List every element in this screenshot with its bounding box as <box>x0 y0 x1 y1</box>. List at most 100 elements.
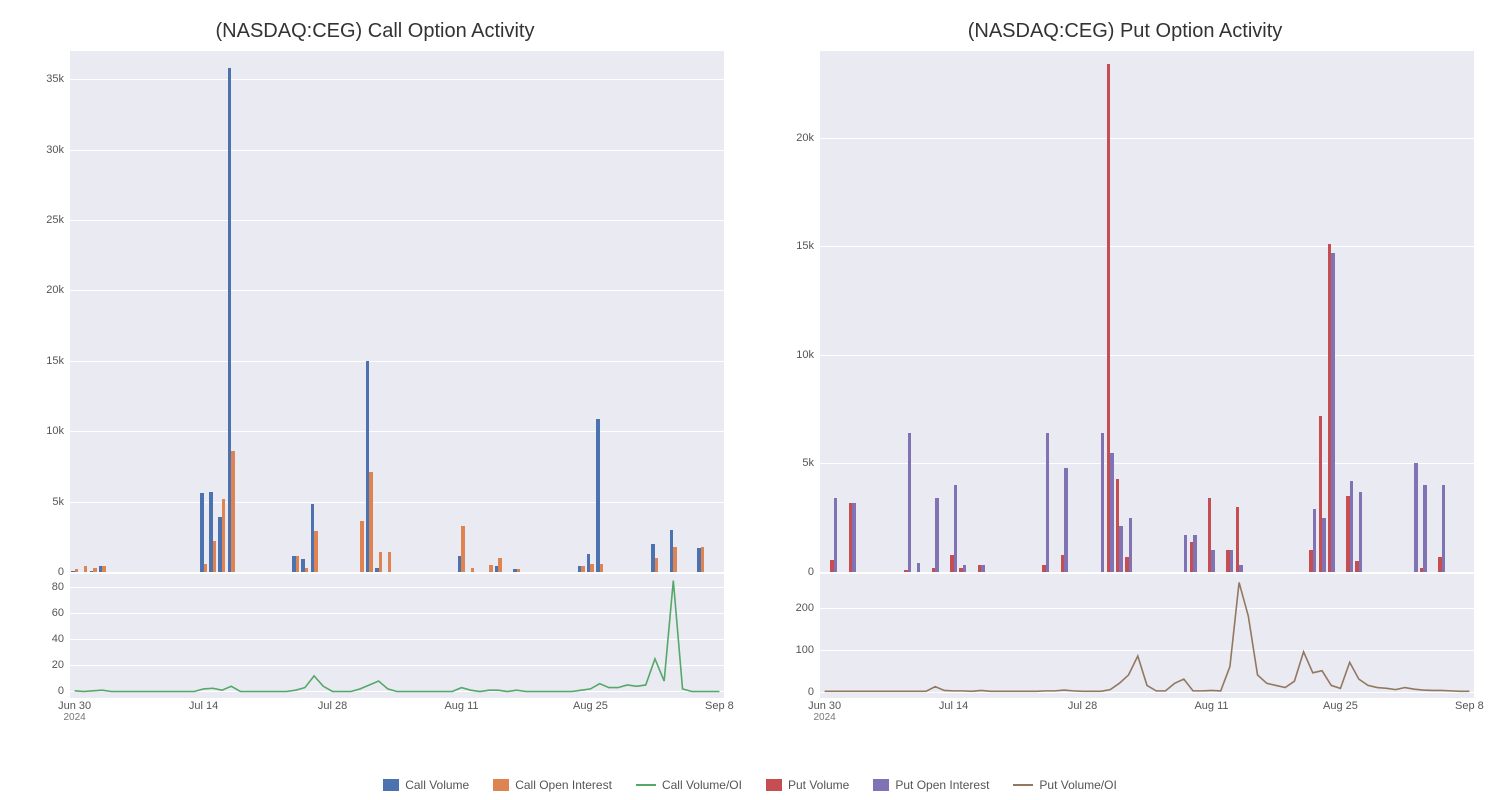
y-tick-label: 5k <box>52 496 64 508</box>
bar-series-b <box>1359 492 1363 572</box>
bar-series-b <box>231 451 235 572</box>
legend-label: Put Open Interest <box>895 778 989 792</box>
legend-item: Put Volume/OI <box>1013 778 1116 792</box>
bar-series-b <box>701 547 705 572</box>
legend-item: Put Open Interest <box>873 778 989 792</box>
y-tick-label: 10k <box>796 349 814 361</box>
y-tick-label: 10k <box>46 425 64 437</box>
bar-series-b <box>379 552 383 572</box>
bar-series-b <box>305 568 309 572</box>
y-tick-label: 25k <box>46 214 64 226</box>
legend-swatch <box>636 784 656 786</box>
y-tick-label: 60 <box>52 607 64 619</box>
bar-series-b <box>981 565 985 572</box>
y-tick-label: 15k <box>46 355 64 367</box>
legend-label: Call Open Interest <box>515 778 612 792</box>
y-tick-label: 20 <box>52 659 64 671</box>
y-tick-label: 20k <box>796 132 814 144</box>
x-tick-label: Aug 25 <box>573 700 608 712</box>
bar-series-b <box>204 564 208 572</box>
put-panel-title: (NASDAQ:CEG) Put Option Activity <box>770 20 1480 43</box>
bar-series-b <box>1331 253 1335 572</box>
x-tick-label: Jun 302024 <box>808 700 841 723</box>
bar-series-b <box>1193 535 1197 572</box>
bar-series-a <box>596 419 600 572</box>
bar-series-b <box>917 563 921 572</box>
bar-series-b <box>1230 550 1234 572</box>
legend-swatch <box>873 779 889 791</box>
legend-label: Put Volume <box>788 778 849 792</box>
call-ratio-chart: 020406080 <box>70 574 724 698</box>
legend-label: Call Volume <box>405 778 469 792</box>
legend-item: Call Volume <box>383 778 469 792</box>
legend-item: Call Open Interest <box>493 778 612 792</box>
x-tick-label: Sep 8 <box>1455 700 1484 712</box>
bar-series-b <box>1064 468 1068 572</box>
legend-item: Put Volume <box>766 778 849 792</box>
bar-series-b <box>222 499 226 572</box>
put-bar-chart: 05k10k15k20k <box>820 51 1474 574</box>
y-tick-label: 100 <box>796 644 814 656</box>
x-tick-label: Sep 8 <box>705 700 734 712</box>
y-tick-label: 15k <box>796 240 814 252</box>
ratio-line <box>70 574 724 698</box>
bar-series-b <box>1350 481 1354 572</box>
bar-series-b <box>369 472 373 572</box>
bar-series-b <box>314 531 318 572</box>
bar-series-b <box>581 566 585 572</box>
bar-series-a <box>1236 507 1240 572</box>
y-tick-label: 0 <box>58 685 64 697</box>
bar-series-b <box>852 503 856 572</box>
bar-series-b <box>954 485 958 572</box>
bar-series-b <box>489 565 493 572</box>
y-tick-label: 30k <box>46 144 64 156</box>
put-ratio-chart: 0100200 <box>820 574 1474 698</box>
call-panel-title: (NASDAQ:CEG) Call Option Activity <box>20 20 730 43</box>
y-tick-label: 0 <box>808 686 814 698</box>
bar-series-b <box>93 568 97 572</box>
bar-series-b <box>1322 518 1326 572</box>
legend-swatch <box>493 779 509 791</box>
bar-series-b <box>498 558 502 572</box>
bar-series-b <box>1046 433 1050 572</box>
call-x-axis: Jun 302024Jul 14Jul 28Aug 11Aug 25Sep 8 <box>70 698 724 730</box>
bar-series-b <box>1110 453 1114 572</box>
bar-series-b <box>655 558 659 572</box>
dashboard: (NASDAQ:CEG) Call Option Activity 05k10k… <box>0 0 1500 730</box>
y-tick-label: 20k <box>46 284 64 296</box>
bar-series-b <box>935 498 939 572</box>
bar-series-b <box>908 433 912 572</box>
y-tick-label: 35k <box>46 73 64 85</box>
legend-swatch <box>766 779 782 791</box>
bar-series-b <box>1129 518 1133 572</box>
legend-item: Call Volume/OI <box>636 778 742 792</box>
bar-series-b <box>834 498 838 572</box>
y-tick-label: 80 <box>52 581 64 593</box>
bar-series-b <box>673 547 677 572</box>
x-tick-label: Jul 14 <box>189 700 218 712</box>
legend-label: Call Volume/OI <box>662 778 742 792</box>
bar-series-a <box>200 493 204 572</box>
bar-series-b <box>471 568 475 572</box>
legend-swatch <box>383 779 399 791</box>
x-tick-label: Aug 11 <box>444 700 478 712</box>
call-panel: (NASDAQ:CEG) Call Option Activity 05k10k… <box>20 20 730 730</box>
legend-label: Put Volume/OI <box>1039 778 1116 792</box>
put-x-axis: Jun 302024Jul 14Jul 28Aug 11Aug 25Sep 8 <box>820 698 1474 730</box>
x-tick-label: Jul 14 <box>939 700 968 712</box>
bar-series-b <box>517 569 521 572</box>
legend-swatch <box>1013 784 1033 786</box>
bar-series-b <box>1184 535 1188 572</box>
bar-series-b <box>1442 485 1446 572</box>
bar-series-b <box>1414 463 1418 572</box>
bar-series-b <box>590 564 594 572</box>
x-tick-label: Aug 25 <box>1323 700 1358 712</box>
x-tick-label: Jul 28 <box>318 700 347 712</box>
bar-series-b <box>1239 565 1243 572</box>
x-tick-label: Jul 28 <box>1068 700 1097 712</box>
call-bar-chart: 05k10k15k20k25k30k35k <box>70 51 724 574</box>
bar-series-b <box>1211 550 1215 572</box>
y-tick-label: 40 <box>52 633 64 645</box>
bar-series-b <box>84 566 88 572</box>
bar-series-b <box>1313 509 1317 572</box>
